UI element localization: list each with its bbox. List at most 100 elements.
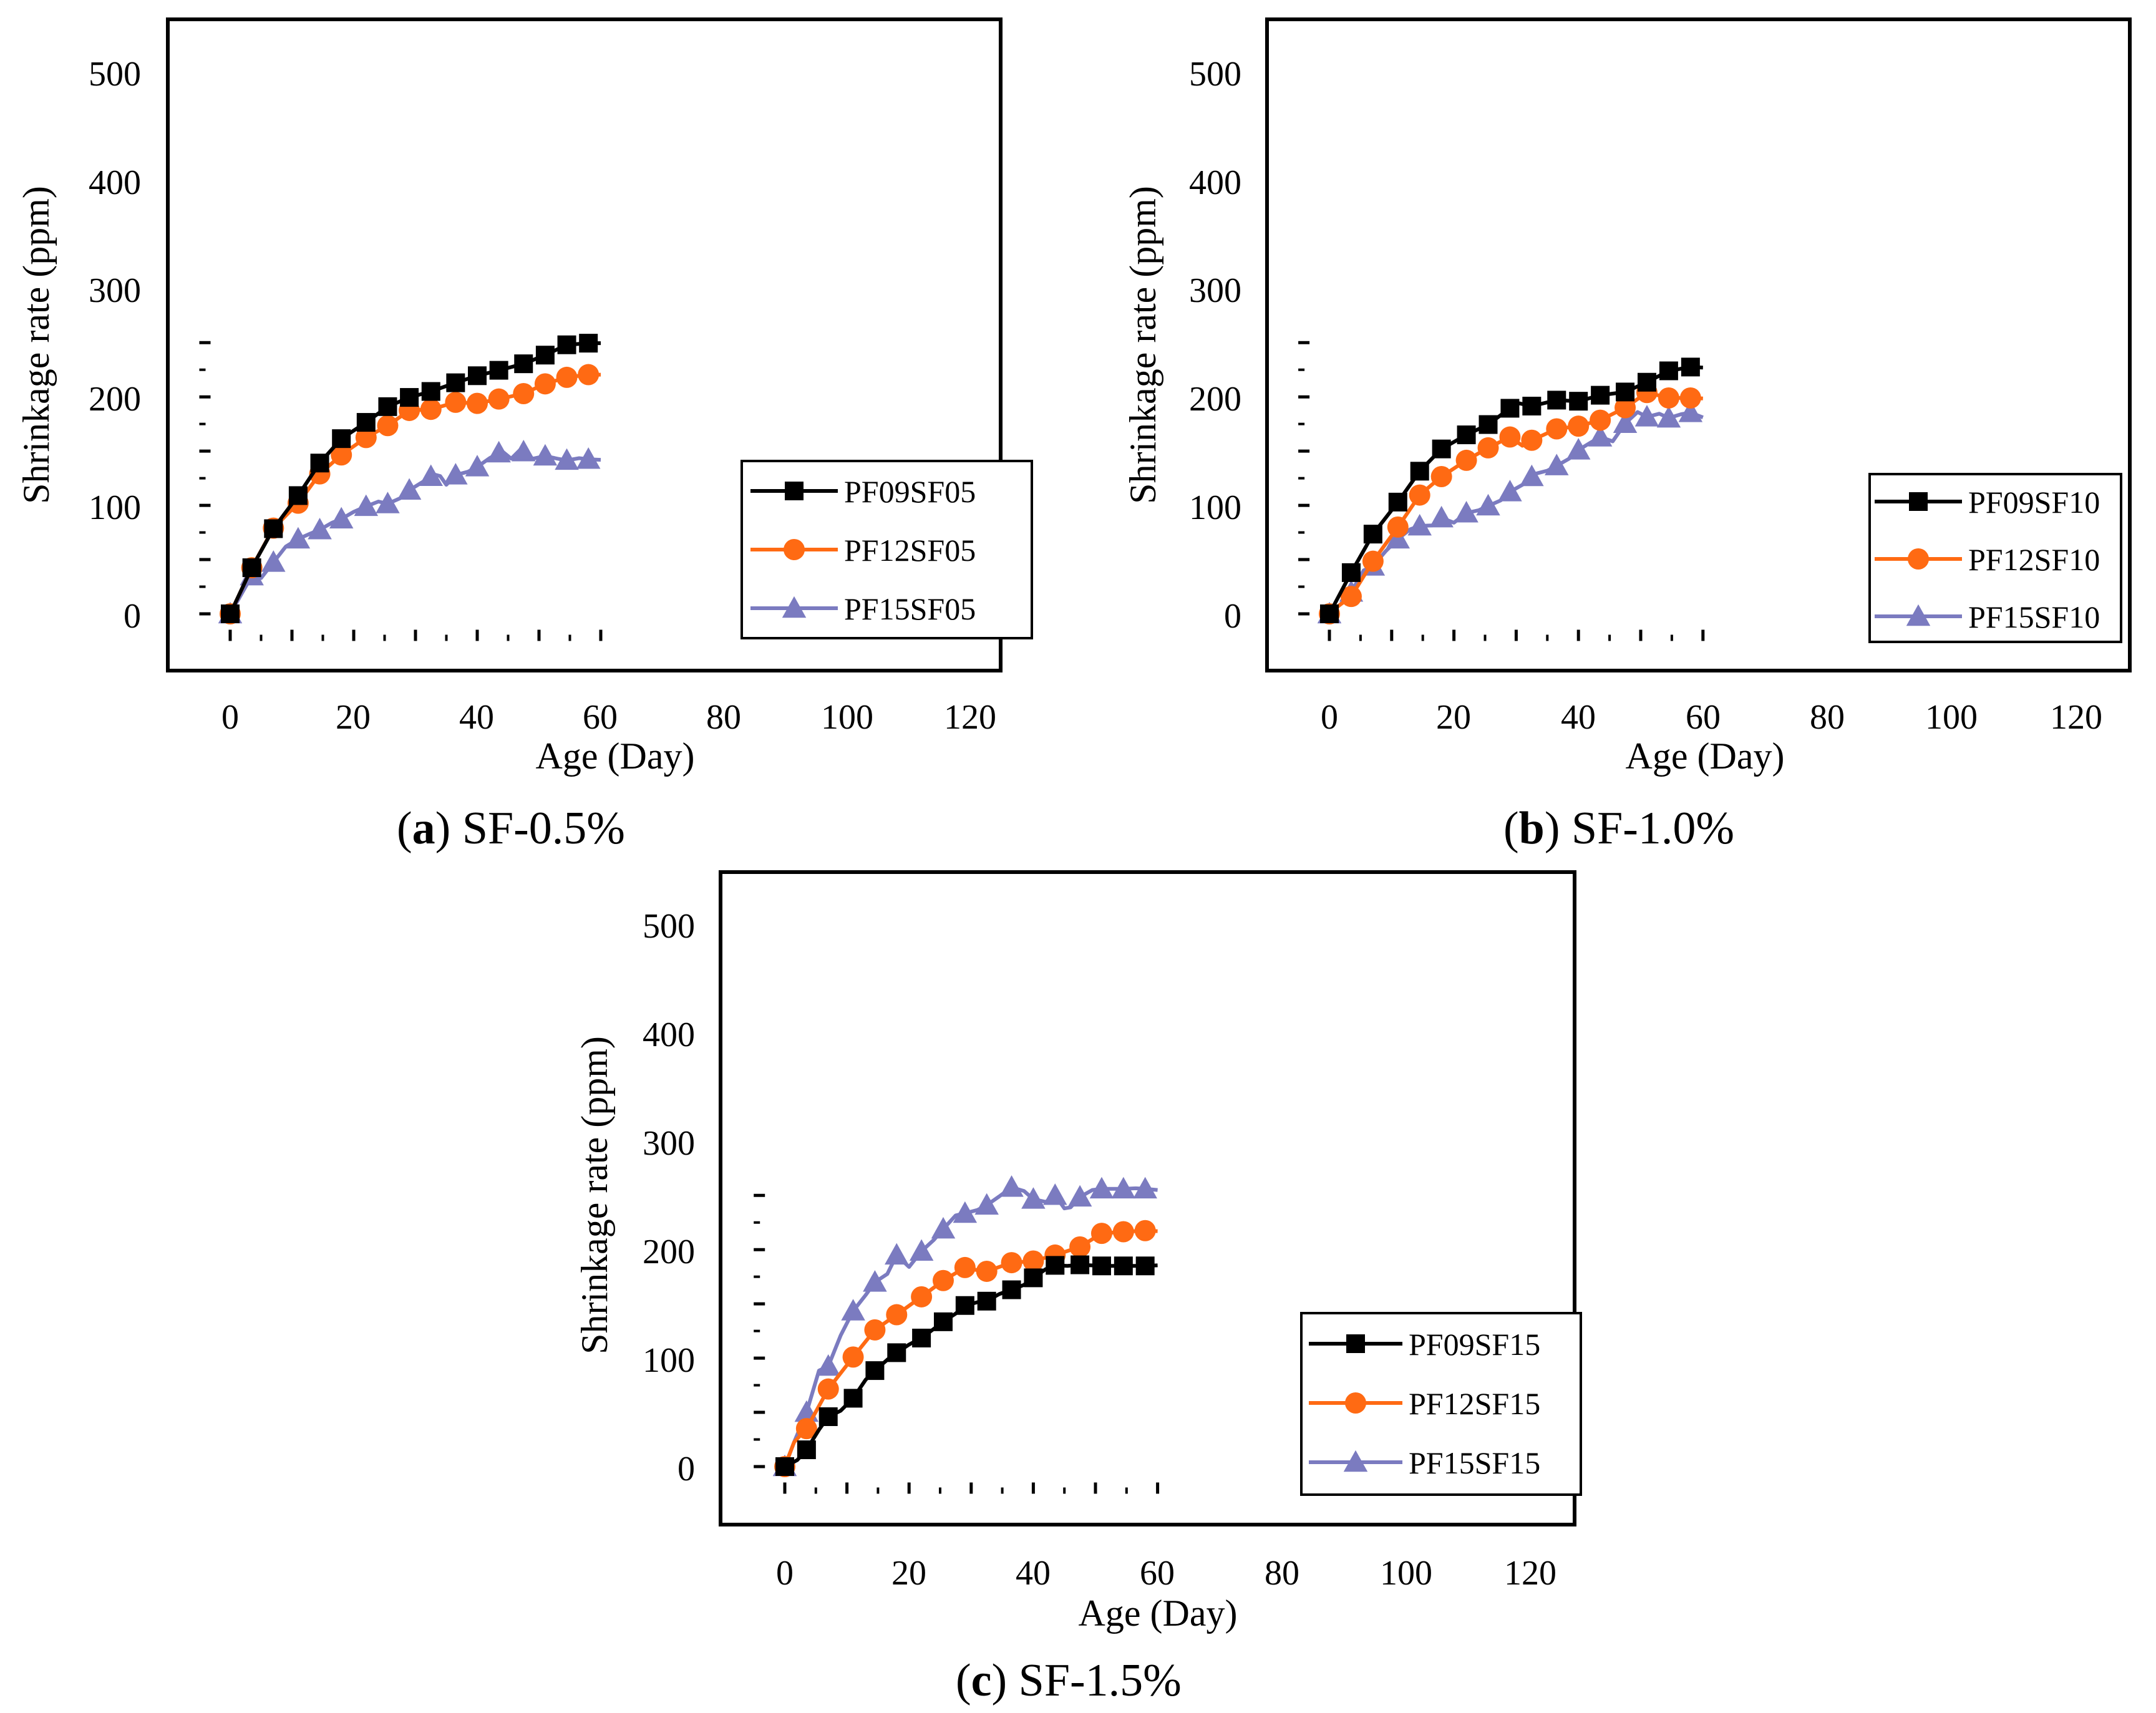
y-tick-label: 200 <box>89 380 141 419</box>
data-point <box>1568 415 1590 437</box>
y-tick-label: 400 <box>1189 163 1241 202</box>
data-point <box>378 397 397 416</box>
data-point <box>1069 1236 1091 1258</box>
data-point <box>354 494 379 517</box>
data-point <box>911 1286 933 1308</box>
x-tick-label: 60 <box>583 698 618 737</box>
data-point <box>535 346 555 365</box>
data-point <box>1024 1268 1043 1288</box>
data-point <box>974 1193 999 1215</box>
y-tick-label: 300 <box>89 271 141 310</box>
data-point <box>420 399 442 420</box>
legend-label: PF15SF05 <box>844 591 976 626</box>
data-point <box>557 335 576 354</box>
data-point <box>376 492 400 513</box>
y-tick-label: 0 <box>1224 597 1241 636</box>
data-point <box>1679 387 1701 409</box>
data-point <box>1591 386 1610 405</box>
y-tick-label: 500 <box>643 907 695 946</box>
data-point <box>1590 409 1611 431</box>
caption-c: (c) SF-1.5% <box>956 1655 1182 1706</box>
legend-swatch-marker <box>1908 548 1929 570</box>
data-point <box>1547 391 1566 410</box>
data-point <box>1546 418 1568 440</box>
data-point <box>1430 466 1452 488</box>
x-tick-label: 20 <box>1436 698 1471 737</box>
data-point <box>818 1407 838 1427</box>
data-point <box>264 519 283 538</box>
x-tick-label: 120 <box>1504 1554 1556 1593</box>
data-point <box>1341 563 1361 582</box>
legend-label: PF09SF15 <box>1409 1327 1540 1362</box>
data-point <box>286 527 311 549</box>
data-point <box>310 454 329 473</box>
data-point <box>1363 525 1382 544</box>
legend-label: PF15SF15 <box>1409 1445 1540 1480</box>
data-point <box>912 1328 931 1347</box>
data-point <box>1067 1185 1092 1207</box>
data-point <box>576 447 601 469</box>
data-point <box>1454 501 1479 523</box>
x-tick-label: 100 <box>1380 1554 1432 1593</box>
x-tick-labels: 0 20 40 60 80 100 120 <box>776 1554 1556 1593</box>
data-point <box>1387 516 1409 538</box>
data-point <box>1569 392 1588 411</box>
data-point <box>1457 425 1476 445</box>
y-tick-label: 500 <box>89 55 141 94</box>
series-PF09SF05 <box>221 334 601 623</box>
legend-swatch-marker <box>1906 604 1931 626</box>
data-point <box>331 444 352 466</box>
data-point <box>1386 527 1411 549</box>
legend: PF09SF10 PF12SF10 PF15SF10 <box>1868 473 2122 643</box>
data-point <box>1362 550 1384 572</box>
x-axis-title: Age (Day) <box>1626 735 1785 777</box>
data-point <box>977 1291 996 1311</box>
legend-label: PF12SF10 <box>1968 542 2100 577</box>
data-point <box>843 1389 863 1408</box>
data-point <box>1658 387 1679 409</box>
x-tick-label: 0 <box>776 1554 794 1593</box>
data-point <box>1429 505 1454 528</box>
data-point <box>1432 439 1451 459</box>
data-point <box>1022 1250 1044 1272</box>
chart-panel-a: 0 20 40 60 80 100 120 0 100 200 300 400 … <box>16 17 1033 854</box>
data-point <box>797 1440 816 1460</box>
data-point <box>512 439 536 462</box>
data-point <box>1133 1177 1157 1199</box>
x-tick-label: 100 <box>1925 698 1978 737</box>
plot-frame <box>166 17 1003 672</box>
y-tick-label: 300 <box>1189 271 1241 310</box>
data-point <box>421 382 440 401</box>
data-point <box>1477 437 1499 459</box>
data-point <box>534 373 556 395</box>
data-point <box>397 478 422 500</box>
series-PF09SF10 <box>1320 357 1703 623</box>
data-point <box>841 1299 865 1321</box>
x-tick-label: 0 <box>221 698 239 737</box>
legend-label: PF15SF10 <box>1968 599 2100 634</box>
x-tick-label: 80 <box>1265 1554 1299 1593</box>
x-tick-label: 60 <box>1686 698 1721 737</box>
data-point <box>1681 357 1700 377</box>
y-tick-label: 0 <box>124 597 141 636</box>
data-point <box>1522 396 1542 415</box>
legend-swatch-marker <box>1345 1392 1366 1414</box>
axis-ticks <box>199 341 603 641</box>
data-point <box>329 507 354 529</box>
x-tick-label: 120 <box>944 698 996 737</box>
data-point <box>1566 438 1591 460</box>
series-PF15SF15 <box>772 1175 1158 1477</box>
legend-swatch-marker <box>1343 1450 1368 1472</box>
y-tick-labels: 0 100 200 300 400 500 <box>89 55 141 636</box>
data-point <box>1001 1252 1022 1274</box>
data-point <box>886 1304 908 1326</box>
data-point <box>445 391 467 413</box>
data-point <box>488 388 510 410</box>
series-line <box>784 1263 1158 1468</box>
legend-swatch-marker <box>785 482 804 500</box>
data-point <box>1499 426 1521 448</box>
data-point <box>1613 411 1638 434</box>
data-point <box>1678 400 1703 422</box>
data-point <box>795 1418 817 1440</box>
y-tick-label: 100 <box>1189 488 1241 527</box>
